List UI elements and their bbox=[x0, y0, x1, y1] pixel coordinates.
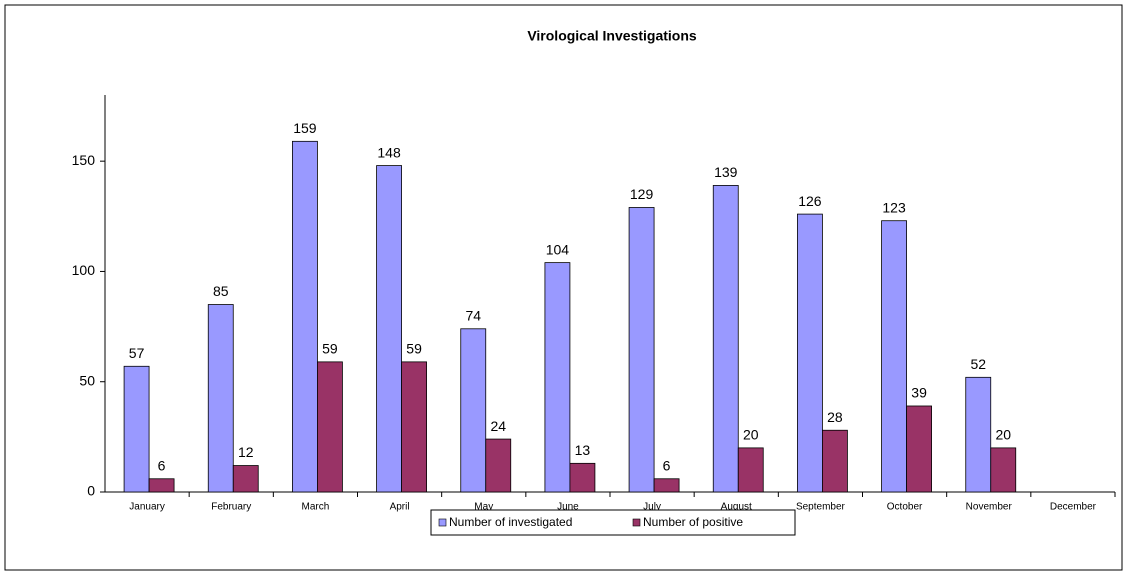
data-label: 148 bbox=[377, 144, 401, 160]
x-tick-label: October bbox=[887, 502, 923, 513]
data-label: 24 bbox=[490, 418, 506, 434]
x-tick-label: July bbox=[643, 502, 661, 513]
bar bbox=[460, 328, 487, 493]
bar bbox=[569, 462, 596, 493]
data-label: 159 bbox=[293, 120, 317, 136]
data-label: 6 bbox=[158, 457, 166, 473]
bar bbox=[148, 478, 175, 493]
data-label: 126 bbox=[798, 193, 822, 209]
data-label: 129 bbox=[630, 186, 654, 202]
x-tick-label: February bbox=[211, 502, 251, 513]
data-label: 28 bbox=[827, 409, 843, 425]
bar bbox=[292, 140, 318, 493]
bar bbox=[881, 220, 907, 493]
bar bbox=[544, 262, 571, 493]
legend-swatch bbox=[438, 518, 447, 527]
y-tick-label: 100 bbox=[72, 262, 96, 278]
data-label: 74 bbox=[465, 307, 481, 323]
bar bbox=[401, 361, 427, 493]
x-tick-label: May bbox=[474, 502, 493, 513]
bar bbox=[906, 405, 932, 493]
data-label: 85 bbox=[213, 283, 229, 299]
bar bbox=[628, 207, 655, 493]
data-label: 139 bbox=[714, 164, 738, 180]
x-tick-label: January bbox=[129, 502, 165, 513]
x-tick-label: August bbox=[721, 502, 752, 513]
bar bbox=[653, 478, 680, 493]
data-label: 52 bbox=[970, 356, 986, 372]
data-label: 20 bbox=[743, 427, 759, 443]
chart-title: Virological Investigations bbox=[527, 28, 697, 44]
bar bbox=[797, 213, 823, 493]
x-tick-label: November bbox=[966, 502, 1013, 513]
bar bbox=[822, 429, 848, 493]
x-tick-label: December bbox=[1050, 502, 1097, 513]
data-label: 123 bbox=[882, 199, 906, 215]
data-label: 39 bbox=[911, 385, 927, 401]
bar bbox=[207, 304, 234, 493]
data-label: 20 bbox=[995, 427, 1011, 443]
bar bbox=[123, 365, 150, 493]
bar bbox=[712, 185, 739, 493]
data-label: 104 bbox=[546, 241, 570, 257]
y-tick-label: 0 bbox=[87, 483, 95, 499]
bar bbox=[737, 447, 764, 493]
x-tick-label: September bbox=[796, 502, 846, 513]
data-label: 6 bbox=[663, 457, 671, 473]
y-tick-label: 50 bbox=[79, 372, 95, 388]
x-tick-label: April bbox=[390, 502, 410, 513]
bar bbox=[232, 465, 259, 493]
bar bbox=[990, 447, 1017, 493]
data-label: 59 bbox=[322, 341, 338, 357]
bar bbox=[965, 376, 992, 493]
legend-swatch bbox=[632, 518, 641, 527]
legend-label: Number of positive bbox=[643, 515, 743, 529]
x-tick-label: June bbox=[557, 502, 579, 513]
data-label: 12 bbox=[238, 444, 254, 460]
data-label: 57 bbox=[129, 345, 145, 361]
x-tick-label: March bbox=[302, 502, 330, 513]
bar bbox=[317, 361, 343, 493]
legend-box bbox=[430, 509, 796, 536]
legend-label: Number of investigated bbox=[449, 515, 572, 529]
data-label: 59 bbox=[406, 341, 422, 357]
bar bbox=[485, 438, 512, 493]
data-label: 13 bbox=[575, 442, 591, 458]
bar bbox=[376, 165, 402, 493]
y-tick-label: 150 bbox=[72, 152, 96, 168]
